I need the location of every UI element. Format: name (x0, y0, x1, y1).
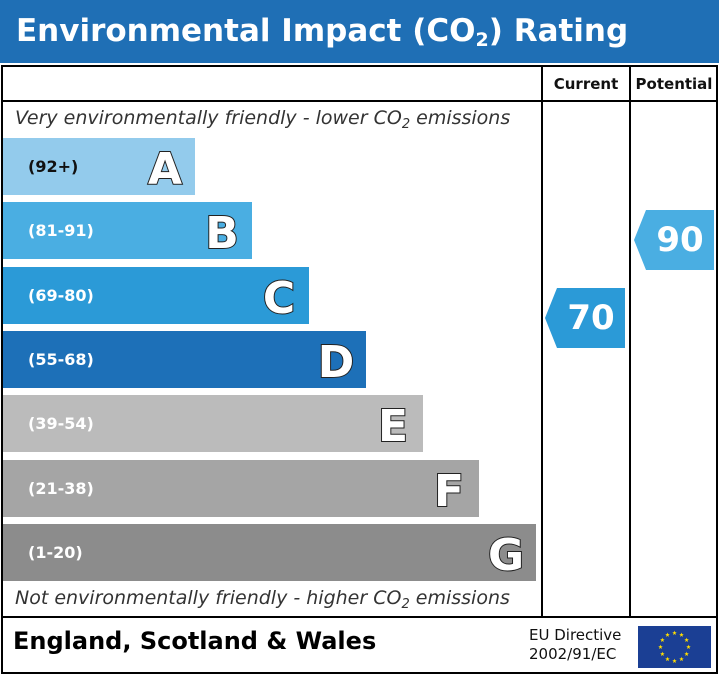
eu-star (665, 656, 670, 662)
rating-frame (1, 65, 718, 674)
band-e: (39-54) E (3, 395, 423, 453)
eu-star (684, 651, 689, 656)
band-g: (1-20) G (3, 523, 536, 582)
bottom-note: Not environmentally friendly - higher CO… (15, 587, 510, 612)
band-letter-d: D (318, 337, 355, 388)
directive-line1: EU Directive (529, 626, 622, 644)
eu-star (679, 632, 684, 637)
band-range-c: (69-80) (28, 285, 94, 305)
potential-rating-arrow: 90 (634, 209, 714, 270)
eu-star (686, 644, 691, 649)
current-arrow-shape (545, 288, 625, 349)
band-range-e: (39-54) (28, 414, 94, 434)
band-range-g: (1-20) (28, 542, 83, 562)
top-note-suffix: emissions (410, 107, 511, 129)
footer-region: England, Scotland & Wales (13, 627, 377, 655)
band-letter-g: G (488, 530, 524, 581)
bottom-note-text: Not environmentally friendly - higher CO (15, 587, 402, 609)
eu-star (672, 630, 677, 635)
header-divider (1, 100, 718, 102)
band-range-b: (81-91) (28, 221, 94, 241)
top-note-text: Very environmentally friendly - lower CO (15, 107, 402, 129)
band-letter-c: C (263, 273, 295, 324)
eu-star (684, 637, 689, 642)
band-letter-b: B (205, 208, 239, 259)
potential-rating-value: 90 (656, 219, 704, 260)
band-range-a: (92+) (28, 157, 79, 176)
eu-star (665, 632, 670, 637)
column-header-current: Current (553, 75, 619, 93)
directive-line2: 2002/91/EC (529, 645, 617, 663)
column-header-potential: Potential (635, 75, 713, 93)
top-note-subscript: 2 (401, 117, 411, 132)
bottom-note-suffix: emissions (409, 587, 510, 609)
eu-star (672, 658, 677, 663)
band-a: (92+) A (3, 138, 195, 196)
eu-directive: EU Directive 2002/91/EC (529, 626, 621, 664)
current-rating-value: 70 (567, 298, 615, 339)
eu-star (660, 651, 665, 656)
band-letter-a: A (148, 144, 182, 195)
band-range-f: (21-38) (28, 478, 94, 498)
eu-star (658, 644, 663, 649)
top-note: Very environmentally friendly - lower CO… (15, 107, 510, 132)
eu-star (660, 637, 665, 642)
title-text: Environmental Impact (CO (16, 13, 476, 49)
title-subscript: 2 (475, 29, 489, 51)
divider-current (541, 65, 543, 618)
band-d: (55-68) D (3, 330, 366, 389)
band-b: (81-91) B (3, 202, 252, 260)
band-letter-f: F (434, 466, 464, 517)
page-title: Environmental Impact (CO2) Rating (0, 0, 719, 63)
band-f: (21-38) F (3, 459, 479, 518)
title-suffix: ) Rating (488, 13, 629, 49)
band-letter-e: E (378, 401, 408, 452)
eu-star (679, 656, 684, 662)
bottom-note-subscript: 2 (401, 597, 410, 612)
divider-potential (629, 65, 631, 618)
footer-divider (1, 616, 718, 618)
band-range-d: (55-68) (28, 349, 94, 369)
potential-arrow-shape (634, 209, 714, 270)
band-c: (69-80) C (3, 266, 309, 325)
current-rating-arrow: 70 (545, 288, 625, 349)
eu-flag-icon (638, 626, 711, 668)
